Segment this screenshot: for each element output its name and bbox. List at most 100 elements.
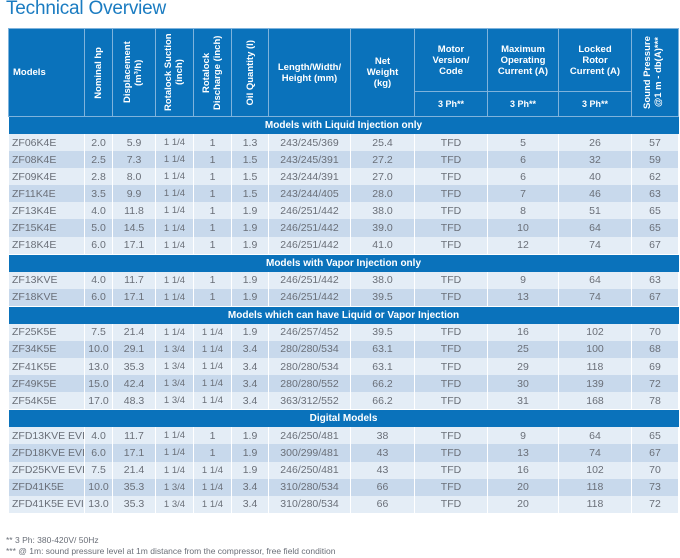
cell-oil-quantity: 1.5	[231, 168, 269, 186]
cell-net-weight: 66	[350, 495, 415, 513]
cell-nominal-hp: 6.0	[84, 288, 113, 307]
cell-discharge: 1 1/4	[193, 340, 232, 359]
cell-dimensions: 246/250/481	[268, 427, 351, 445]
cell-displacement: 35.3	[112, 358, 156, 376]
cell-discharge: 1	[193, 151, 232, 169]
cell-net-weight: 63.1	[350, 340, 415, 359]
section-header-row: Models which can have Liquid or Vapor In…	[8, 305, 679, 324]
cell-displacement: 11.7	[112, 271, 156, 289]
cell-dimensions: 246/251/442	[268, 202, 351, 220]
cell-suction: 1 3/4	[155, 358, 194, 376]
cell-sound-pressure: 68	[631, 340, 679, 359]
table-row: ZF06K4E 2.0 5.9 1 1/4 1 1.3 243/245/369 25.4 TFD…	[8, 134, 679, 152]
cell-displacement: 5.9	[112, 134, 156, 152]
cell-discharge: 1	[193, 288, 232, 307]
cell-net-weight: 27.2	[350, 151, 415, 169]
cell-locked-current: 74	[558, 288, 632, 307]
table-row: ZF49K5E 15.0 42.4 1 3/4 1 1/4 3.4 280/280/552 6…	[8, 375, 679, 393]
cell-max-current: 20	[487, 495, 559, 513]
header-phase-motor: 3 Ph**	[414, 91, 488, 117]
cell-oil-quantity: 1.9	[231, 219, 269, 237]
cell-displacement: 29.1	[112, 340, 156, 359]
cell-net-weight: 28.0	[350, 185, 415, 203]
cell-displacement: 21.4	[112, 461, 156, 479]
cell-displacement: 17.1	[112, 236, 156, 255]
cell-sound-pressure: 70	[631, 323, 679, 341]
table-row: ZFD13KVE EVI 4.0 11.7 1 1/4 1 1.9 246/250/481 3…	[8, 427, 679, 445]
cell-dimensions: 243/244/391	[268, 168, 351, 186]
cell-discharge: 1	[193, 134, 232, 152]
cell-max-current: 12	[487, 236, 559, 255]
cell-discharge: 1	[193, 271, 232, 289]
cell-locked-current: 51	[558, 202, 632, 220]
header-models: Models	[8, 28, 85, 117]
cell-sound-pressure: 65	[631, 427, 679, 445]
header-motor-version: Motor Version/ Code	[414, 28, 488, 92]
cell-locked-current: 100	[558, 340, 632, 359]
cell-nominal-hp: 13.0	[84, 495, 113, 513]
cell-net-weight: 39.5	[350, 323, 415, 341]
header-phase-locked: 3 Ph**	[558, 91, 632, 117]
header-oil-quantity: Oil Quantity (l)	[231, 28, 269, 117]
cell-sound-pressure: 57	[631, 134, 679, 152]
cell-oil-quantity: 3.4	[231, 495, 269, 513]
section-title: Digital Models	[8, 409, 679, 428]
cell-max-current: 9	[487, 427, 559, 445]
cell-motor-code: TFD	[414, 461, 488, 479]
cell-max-current: 16	[487, 323, 559, 341]
cell-nominal-hp: 5.0	[84, 219, 113, 237]
cell-discharge: 1 1/4	[193, 323, 232, 341]
cell-oil-quantity: 1.3	[231, 134, 269, 152]
table-row: ZFD25KVE EVI 7.5 21.4 1 1/4 1 1/4 1.9 246/250/…	[8, 461, 679, 479]
cell-dimensions: 246/251/442	[268, 219, 351, 237]
cell-displacement: 35.3	[112, 478, 156, 496]
cell-suction: 1 1/4	[155, 271, 194, 289]
cell-net-weight: 39.5	[350, 288, 415, 307]
cell-net-weight: 43	[350, 461, 415, 479]
table-row: ZF08K4E 2.5 7.3 1 1/4 1 1.5 243/245/391 27.2 TFD…	[8, 151, 679, 169]
cell-net-weight: 39.0	[350, 219, 415, 237]
cell-net-weight: 43	[350, 444, 415, 462]
cell-discharge: 1	[193, 168, 232, 186]
cell-discharge: 1	[193, 427, 232, 445]
cell-dimensions: 246/251/442	[268, 288, 351, 307]
cell-displacement: 9.9	[112, 185, 156, 203]
cell-locked-current: 102	[558, 323, 632, 341]
cell-max-current: 29	[487, 358, 559, 376]
cell-nominal-hp: 4.0	[84, 271, 113, 289]
cell-max-current: 16	[487, 461, 559, 479]
cell-max-current: 31	[487, 392, 559, 410]
cell-suction: 1 1/4	[155, 151, 194, 169]
cell-model: ZF54K5E	[8, 392, 85, 410]
cell-suction: 1 1/4	[155, 444, 194, 462]
cell-motor-code: TFD	[414, 478, 488, 496]
cell-dimensions: 243/245/369	[268, 134, 351, 152]
cell-locked-current: 139	[558, 375, 632, 393]
cell-dimensions: 363/312/552	[268, 392, 351, 410]
cell-sound-pressure: 78	[631, 392, 679, 410]
cell-max-current: 10	[487, 219, 559, 237]
section-header-row: Models with Liquid Injection only	[8, 116, 679, 134]
cell-max-current: 9	[487, 271, 559, 289]
cell-motor-code: TFD	[414, 495, 488, 513]
cell-discharge: 1	[193, 185, 232, 203]
cell-locked-current: 40	[558, 168, 632, 186]
header-net-weight: Net Weight (kg)	[350, 28, 415, 117]
cell-motor-code: TFD	[414, 288, 488, 307]
cell-displacement: 35.3	[112, 495, 156, 513]
cell-max-current: 6	[487, 151, 559, 169]
cell-model: ZF13KVE	[8, 271, 85, 289]
cell-oil-quantity: 1.9	[231, 323, 269, 341]
cell-oil-quantity: 3.4	[231, 358, 269, 376]
section-title: Models with Liquid Injection only	[8, 116, 679, 134]
cell-motor-code: TFD	[414, 375, 488, 393]
cell-model: ZF49K5E	[8, 375, 85, 393]
cell-sound-pressure: 65	[631, 219, 679, 237]
cell-model: ZFD25KVE EVI	[8, 461, 85, 479]
cell-locked-current: 118	[558, 478, 632, 496]
cell-suction: 1 3/4	[155, 495, 194, 513]
cell-nominal-hp: 6.0	[84, 236, 113, 255]
cell-suction: 1 1/4	[155, 427, 194, 445]
cell-displacement: 8.0	[112, 168, 156, 186]
cell-locked-current: 32	[558, 151, 632, 169]
